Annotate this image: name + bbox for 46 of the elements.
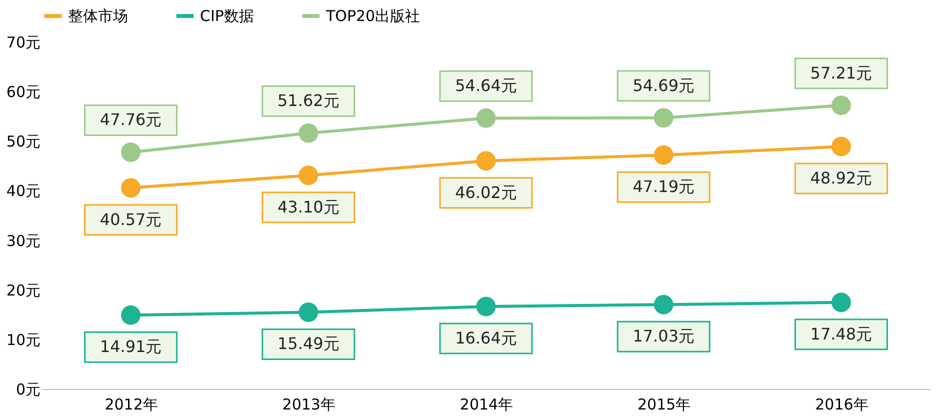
x-tick-label: 2014年: [460, 396, 514, 414]
legend-label: 整体市场: [68, 7, 128, 25]
y-tick-label: 40元: [6, 182, 40, 200]
y-tick-label: 0元: [16, 380, 40, 398]
point: [654, 145, 674, 165]
point: [476, 296, 496, 316]
y-tick-label: 10元: [6, 330, 40, 349]
point: [831, 136, 851, 156]
data-label: 17.03元: [632, 326, 695, 346]
x-tick-label: 2013年: [282, 396, 336, 414]
x-tick-label: 2012年: [104, 396, 158, 414]
legend-label: TOP20出版社: [325, 7, 420, 25]
data-label: 47.76元: [100, 110, 162, 130]
y-tick-label: 30元: [6, 232, 40, 250]
data-label: 16.64元: [455, 328, 517, 348]
y-tick-label: 20元: [6, 281, 40, 300]
y-tick-label: 60元: [6, 83, 40, 102]
data-label: 47.19元: [632, 177, 695, 196]
data-label: 48.92元: [810, 168, 872, 188]
data-label: 54.69元: [632, 76, 695, 95]
data-label: 57.21元: [810, 63, 872, 82]
data-label: 43.10元: [277, 197, 340, 216]
legend-label: CIP数据: [200, 7, 254, 25]
x-tick-label: 2016年: [815, 396, 868, 414]
x-tick-label: 2015年: [638, 396, 691, 414]
point: [121, 178, 141, 198]
point: [476, 151, 496, 171]
point: [831, 96, 851, 116]
point: [654, 294, 674, 314]
y-tick-label: 50元: [6, 132, 40, 151]
data-label: 51.62元: [277, 91, 340, 110]
data-label: 40.57元: [100, 210, 162, 229]
point: [298, 302, 318, 322]
data-label: 54.64元: [455, 76, 517, 96]
point: [476, 108, 496, 128]
point: [298, 123, 318, 143]
data-label: 46.02元: [455, 182, 517, 202]
y-tick-label: 70元: [6, 34, 40, 52]
point: [298, 166, 318, 186]
data-label: 14.91元: [100, 337, 162, 356]
point: [654, 108, 674, 128]
point: [121, 142, 141, 162]
data-label: 17.48元: [810, 324, 872, 344]
point: [831, 292, 851, 312]
point: [121, 305, 141, 325]
data-label: 15.49元: [277, 334, 340, 354]
